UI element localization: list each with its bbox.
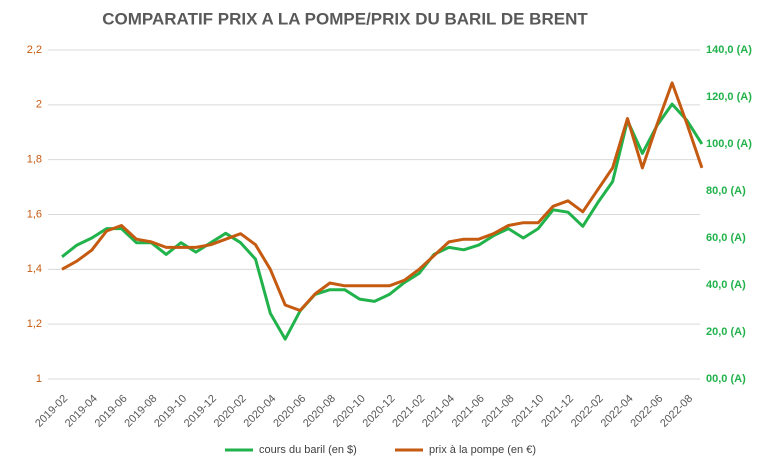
x-tick-label: 2022-08 <box>658 393 695 430</box>
y2-tick-label: 140,0 (A) <box>706 44 752 56</box>
y2-tick-label: 100,0 (A) <box>706 138 752 150</box>
legend-label: cours du baril (en $) <box>259 444 357 456</box>
chart-title: COMPARATIF PRIX A LA POMPE/PRIX DU BARIL… <box>102 9 588 28</box>
y2-tick-label: 00,0 (A) <box>706 373 746 385</box>
y-tick-label: 1,6 <box>27 208 42 220</box>
y2-tick-label: 60,0 (A) <box>706 232 746 244</box>
series-line <box>61 102 704 341</box>
legend-label: prix à la pompe (en €) <box>429 444 536 456</box>
y-tick-label: 1 <box>36 373 42 385</box>
y2-tick-label: 120,0 (A) <box>706 91 752 103</box>
y2-tick-label: 80,0 (A) <box>706 185 746 197</box>
y2-tick-label: 40,0 (A) <box>706 279 746 291</box>
y2-tick-label: 20,0 (A) <box>706 326 746 338</box>
series-line <box>61 81 704 312</box>
y-tick-label: 2 <box>36 99 42 111</box>
y-tick-label: 2,2 <box>27 44 42 56</box>
y-tick-label: 1,2 <box>27 318 42 330</box>
y-tick-label: 1,4 <box>27 263 42 275</box>
y-tick-label: 1,8 <box>27 154 42 166</box>
